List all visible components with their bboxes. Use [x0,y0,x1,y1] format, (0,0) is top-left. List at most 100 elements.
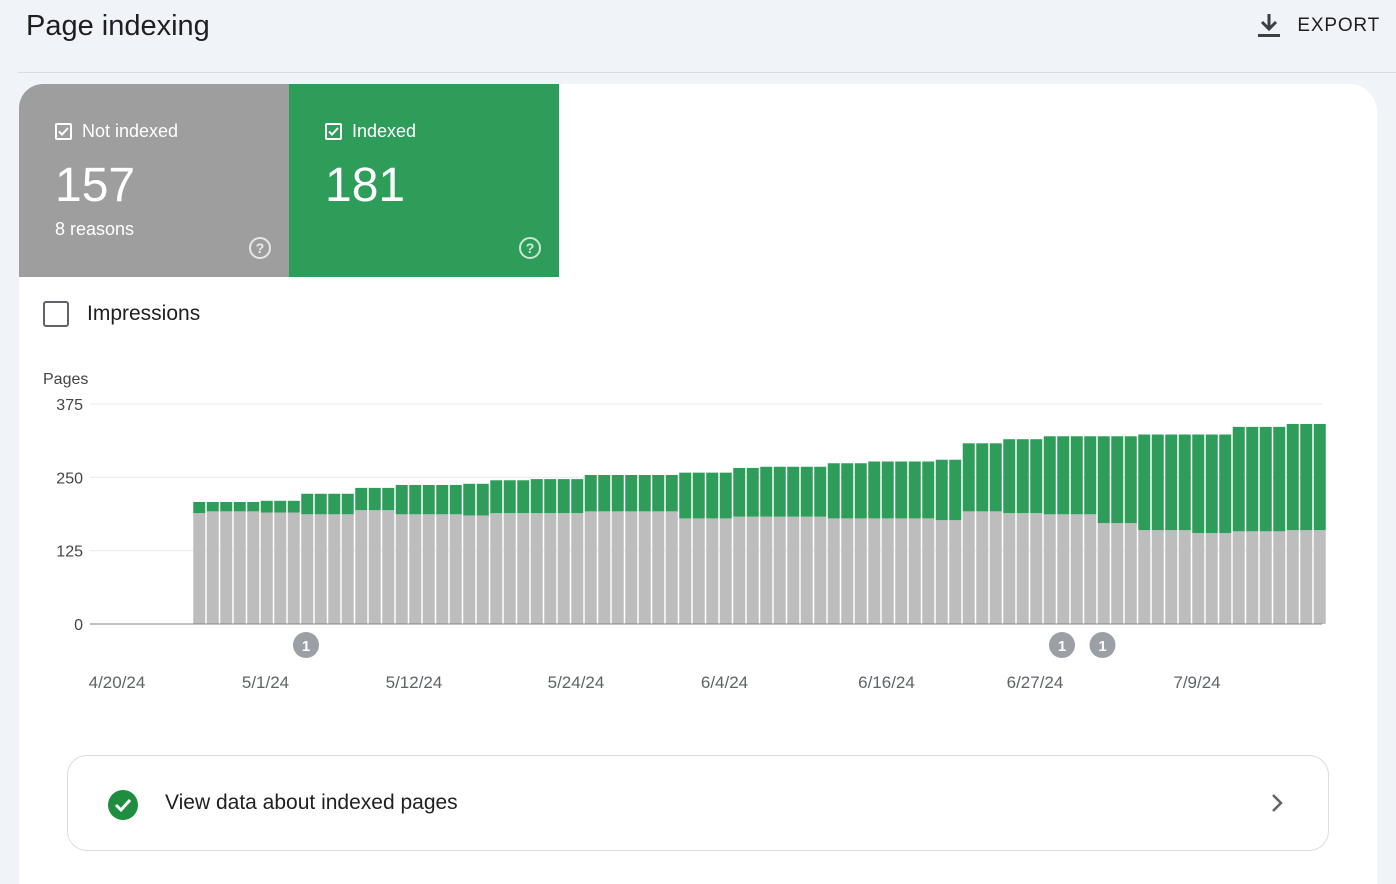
not-indexed-value: 157 [55,159,136,212]
bar-not-indexed [800,516,813,624]
bar-not-indexed [733,516,746,624]
bar-indexed [625,474,638,512]
y-axis-label: Pages [43,371,88,388]
check-circle-icon [108,790,138,820]
bar-not-indexed [611,511,624,624]
bar-indexed [220,501,233,512]
bar-not-indexed [1084,514,1097,624]
bar-indexed [436,484,449,515]
checkbox-checked-icon[interactable] [325,123,342,140]
checkbox-checked-icon[interactable] [55,123,72,140]
bar-not-indexed [409,514,422,624]
bar-indexed [611,474,624,512]
bar-not-indexed [395,514,408,624]
bar-indexed [922,461,935,519]
bar-not-indexed [206,511,219,624]
annotation-label: 1 [1098,638,1106,655]
y-tick-label: 0 [74,617,83,634]
bar-indexed [1151,434,1164,531]
annotation-marker [1049,632,1075,658]
bar-not-indexed [814,516,827,624]
bar-indexed [1057,436,1070,515]
bar-indexed [773,466,786,517]
bar-not-indexed [706,518,719,624]
bar-indexed [962,443,975,512]
bar-indexed [935,459,948,521]
bar-not-indexed [881,518,894,624]
bar-indexed [1178,434,1191,531]
bar-indexed [1300,423,1313,531]
bar-not-indexed [908,518,921,624]
bar-indexed [1084,436,1097,515]
bar-indexed [1043,436,1056,515]
impressions-toggle[interactable]: Impressions [43,301,200,327]
bar-indexed [301,493,314,515]
bar-indexed [584,474,597,512]
annotation-marker [1089,632,1116,658]
impressions-checkbox[interactable] [43,301,69,327]
bar-not-indexed [1043,514,1056,624]
bar-not-indexed [422,514,435,624]
bar-not-indexed [490,513,503,624]
bar-not-indexed [571,513,584,624]
bar-indexed [449,484,462,515]
bar-indexed [881,461,894,519]
bar-indexed [517,480,530,514]
bar-not-indexed [1273,531,1286,624]
bar-indexed [679,472,692,519]
bar-indexed [706,472,719,519]
header: Page indexing EXPORT [0,0,1396,72]
bar-not-indexed [692,518,705,624]
bar-indexed [341,493,354,515]
bar-indexed [598,474,611,512]
bar-not-indexed [1246,531,1259,624]
bar-indexed [1030,439,1043,514]
bar-indexed [571,479,584,514]
indexed-tile[interactable]: Indexed 181 ? [289,84,559,277]
bar-not-indexed [935,520,948,624]
export-button[interactable]: EXPORT [1257,8,1380,44]
bar-not-indexed [1124,523,1137,624]
bar-not-indexed [1016,513,1029,624]
bar-indexed [989,443,1002,512]
bar-indexed [746,467,759,517]
bar-not-indexed [827,518,840,624]
bar-not-indexed [652,511,665,624]
bar-not-indexed [949,520,962,624]
x-tick-label: 5/1/24 [242,673,289,692]
y-tick-label: 375 [56,397,83,414]
download-icon [1258,14,1281,37]
bar-not-indexed [746,516,759,624]
bar-not-indexed [544,513,557,624]
bar-not-indexed [314,514,327,624]
bar-indexed [733,467,746,517]
bar-indexed [1165,434,1178,531]
bar-indexed [328,493,341,515]
bar-indexed [247,501,260,512]
report-card: Not indexed 157 8 reasons ? Indexed 181 … [19,84,1377,884]
help-icon[interactable]: ? [519,237,541,259]
bar-not-indexed [719,518,732,624]
not-indexed-tile[interactable]: Not indexed 157 8 reasons ? [19,84,289,277]
view-indexed-pages-label: View data about indexed pages [165,791,458,814]
help-icon[interactable]: ? [249,237,271,259]
view-indexed-pages-link[interactable]: View data about indexed pages [67,755,1329,851]
bar-indexed [422,484,435,515]
page-title: Page indexing [26,10,210,42]
bar-indexed [1192,434,1205,534]
bar-indexed [503,480,516,514]
bar-not-indexed [260,512,273,624]
bar-not-indexed [1057,514,1070,624]
bar-not-indexed [1030,513,1043,624]
bar-not-indexed [436,514,449,624]
bar-indexed [787,466,800,517]
bar-not-indexed [868,518,881,624]
bar-indexed [854,463,867,519]
bar-indexed [895,461,908,519]
bar-not-indexed [989,511,1002,624]
bar-not-indexed [598,511,611,624]
bar-not-indexed [584,511,597,624]
bar-not-indexed [976,511,989,624]
bar-not-indexed [220,511,233,624]
x-tick-label: 5/24/24 [548,673,605,692]
